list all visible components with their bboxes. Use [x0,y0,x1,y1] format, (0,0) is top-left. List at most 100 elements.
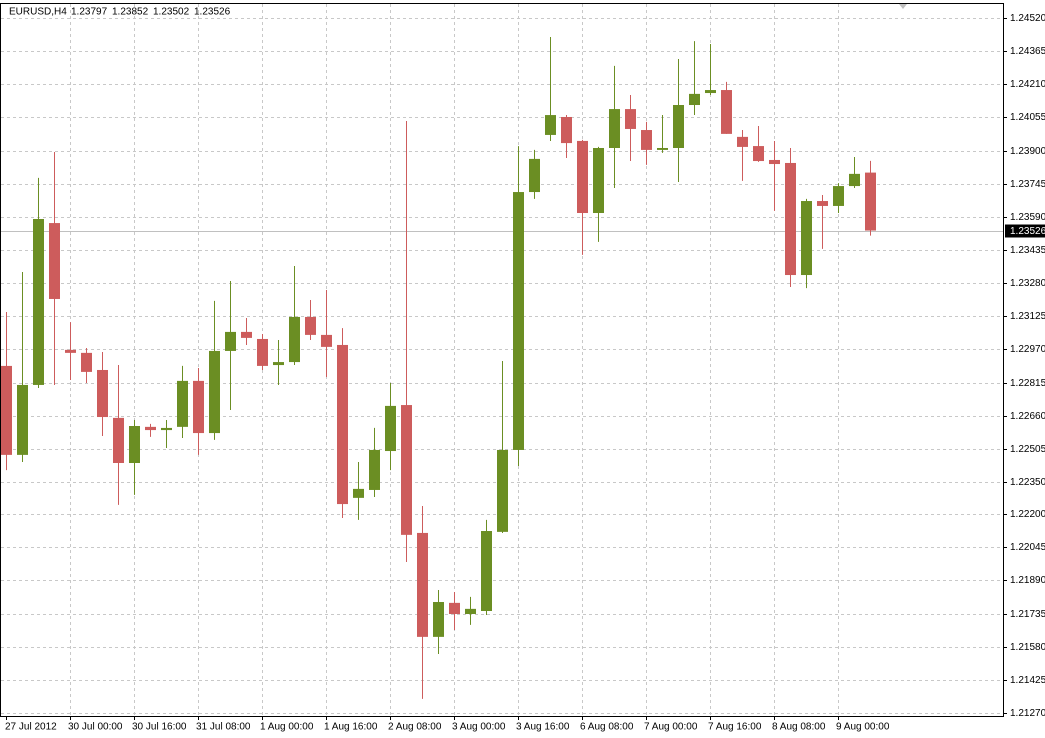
candle-body [289,316,300,363]
candle-body [129,426,140,464]
y-tick-label: 1.22350 [1010,477,1045,488]
y-tick-label: 1.24365 [1010,46,1045,57]
candle-body [545,115,556,135]
candle-body [193,380,204,434]
y-tick-label: 1.23590 [1010,212,1045,223]
y-tick-label: 1.21580 [1010,642,1045,653]
x-tick-label: 8 Aug 08:00 [772,722,826,733]
candle-body [481,531,492,611]
candle-body [65,349,76,353]
x-tick-label: 7 Aug 16:00 [708,722,762,733]
candle-body [417,532,428,637]
candle-body [801,201,812,276]
y-tick-label: 1.23435 [1010,245,1045,256]
x-tick-label: 7 Aug 00:00 [644,722,698,733]
y-tick-label: 1.22045 [1010,542,1045,553]
candle-body [833,186,844,206]
candle-body [785,162,796,276]
candle-body [513,192,524,450]
candle-body [321,334,332,347]
candle-body [257,338,268,366]
y-tick-label: 1.21270 [1010,708,1045,719]
candle-body [17,384,28,455]
candle-body [305,316,316,335]
candle-body [369,449,380,490]
x-tick-label: 30 Jul 00:00 [68,722,123,733]
candle-body [385,405,396,452]
y-tick-label: 1.21425 [1010,675,1045,686]
y-tick-label: 1.22200 [1010,509,1045,520]
candle-body [1,365,12,455]
candle-body [433,602,444,637]
candle-body [657,147,668,150]
plot-frame [0,3,1004,717]
ohlc-low: 1.23502 [153,7,190,18]
ohlc-close: 1.23526 [194,7,231,18]
candle-body [161,427,172,431]
candle-body [81,352,92,372]
chart-title: EURUSD,H4 [9,7,67,18]
y-tick-label: 1.23125 [1010,311,1045,322]
candle-body [113,417,124,464]
candle-body [593,147,604,214]
x-tick-label: 2 Aug 08:00 [388,722,442,733]
current-price-label: 1.23526 [1010,226,1045,237]
y-tick-label: 1.24210 [1010,79,1045,90]
candle-body [737,136,748,147]
y-tick-label: 1.22505 [1010,444,1045,455]
candle-body [673,105,684,148]
candle-body [561,116,572,144]
x-tick-label: 1 Aug 16:00 [324,722,378,733]
candle-body [769,159,780,165]
candle-body [145,426,156,431]
candle-body [625,109,636,129]
candle-body [577,140,588,214]
current-price-box [1005,224,1045,238]
ohlc-open: 1.23797 [71,7,108,18]
y-tick-label: 1.24520 [1010,13,1045,24]
candle-body [177,380,188,427]
candle-body [465,608,476,614]
candle-body [753,146,764,162]
y-tick-label: 1.21890 [1010,575,1045,586]
x-tick-label: 27 Jul 2012 [5,722,57,733]
candle-body [721,90,732,134]
candle-body [225,331,236,351]
candle-body [337,344,348,505]
x-tick-label: 6 Aug 08:00 [580,722,634,733]
candle-body [865,172,876,231]
candle-body [97,369,108,418]
candle-body [609,109,620,148]
candle-body [849,173,860,187]
y-tick-label: 1.22660 [1010,411,1045,422]
x-tick-label: 30 Jul 16:00 [132,722,187,733]
candle-body [353,488,364,498]
candle-body [641,130,652,150]
y-tick-label: 1.21735 [1010,609,1045,620]
candle-body [817,201,828,206]
y-tick-label: 1.23280 [1010,278,1045,289]
candle-body [401,405,412,535]
x-tick-label: 1 Aug 00:00 [260,722,314,733]
candle-body [689,93,700,106]
ohlc-high: 1.23852 [112,7,149,18]
y-tick-label: 1.22815 [1010,378,1045,389]
candle-body [529,158,540,193]
candle-body [497,449,508,532]
x-tick-label: 3 Aug 00:00 [452,722,506,733]
y-tick-label: 1.22970 [1010,344,1045,355]
x-tick-label: 31 Jul 08:00 [196,722,251,733]
candle-body [705,90,716,94]
y-tick-label: 1.23900 [1010,146,1045,157]
candle-body [49,223,60,299]
candle-body [449,602,460,614]
candle-body [241,331,252,338]
candle-body [33,218,44,385]
y-tick-label: 1.23745 [1010,179,1045,190]
y-tick-label: 1.24055 [1010,112,1045,123]
candle-body [273,362,284,366]
x-tick-label: 3 Aug 16:00 [516,722,570,733]
shift-marker [899,4,907,9]
x-tick-label: 9 Aug 00:00 [836,722,890,733]
